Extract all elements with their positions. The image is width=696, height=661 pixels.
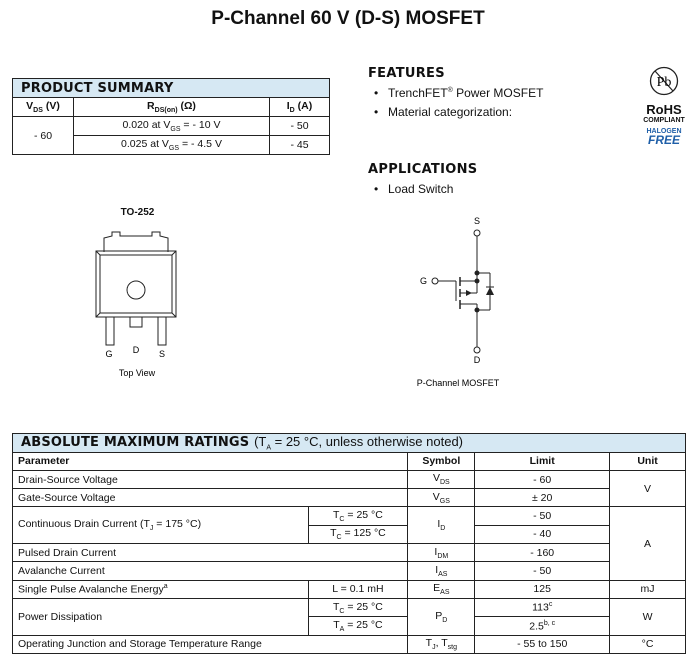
page-title: P-Channel 60 V (D-S) MOSFET xyxy=(211,8,485,29)
table-row: Power Dissipation TC = 25 °C PD 113c W xyxy=(12,597,686,636)
table-row: Drain-Source Voltage VDS - 60 V xyxy=(11,469,686,508)
table-row: Pulsed Drain Current IDM - 160 xyxy=(11,543,686,563)
table-row: Single Pulse Avalanche Energya L = 0.1 mH… xyxy=(12,579,686,599)
amr-heading: ABSOLUTE MAXIMUM RATINGS (TA = 25 °C, un… xyxy=(12,433,686,453)
lead-free-icon: Pb xyxy=(649,66,679,96)
table-row: Gate-Source Voltage VGS ± 20 xyxy=(11,488,686,508)
svg-text:D: D xyxy=(474,355,481,365)
svg-text:Pb: Pb xyxy=(657,75,672,90)
p-channel-mosfet-symbol: S G D P-Channel MOSFET xyxy=(417,216,500,388)
table-row: TC = 125 °C - 40 xyxy=(13,524,686,545)
list-item: TrenchFET® Power MOSFET xyxy=(368,86,543,100)
col-id: ID (A) xyxy=(269,97,330,117)
pin-s-label: S xyxy=(159,349,165,359)
pin-g-label: G xyxy=(105,349,112,359)
col-vds: VDS (V) xyxy=(12,97,74,117)
applications-heading: APPLICATIONS xyxy=(368,162,478,177)
features-list: TrenchFET® Power MOSFET Material categor… xyxy=(368,86,543,124)
table-row: Continuous Drain Current (TJ = 175 °C) TC… xyxy=(12,506,686,581)
absolute-maximum-ratings-table: ABSOLUTE MAXIMUM RATINGS (TA = 25 °C, un… xyxy=(11,433,686,654)
table-row: 0.025 at VGS = - 4.5 V - 45 xyxy=(13,135,330,155)
pin-d-label: D xyxy=(133,345,140,355)
table-row: Operating Junction and Storage Temperatu… xyxy=(11,634,686,654)
table-row: Avalanche Current IAS - 50 xyxy=(11,561,686,581)
top-view-label: Top View xyxy=(119,368,156,378)
list-item: Load Switch xyxy=(368,182,453,196)
product-summary-heading: PRODUCT SUMMARY xyxy=(12,78,330,98)
svg-text:G: G xyxy=(420,276,427,286)
svg-text:S: S xyxy=(474,216,480,226)
list-item: Material categorization: xyxy=(368,105,543,119)
applications-list: Load Switch xyxy=(368,182,453,201)
to252-package-drawing: G D S Top View xyxy=(95,231,177,378)
product-summary-table: PRODUCT SUMMARY VDS (V) RDS(on) (Ω) ID (… xyxy=(12,78,330,155)
rohs-badge: Pb RoHS COMPLIANT HALOGEN FREE xyxy=(636,66,692,146)
package-name: TO-252 xyxy=(120,207,155,218)
features-heading: FEATURES xyxy=(368,66,445,81)
symbol-caption: P-Channel MOSFET xyxy=(417,378,500,388)
col-rds: RDS(on) (Ω) xyxy=(73,97,270,117)
table-row: - 60 0.020 at VGS = - 10 V - 50 xyxy=(12,116,330,155)
